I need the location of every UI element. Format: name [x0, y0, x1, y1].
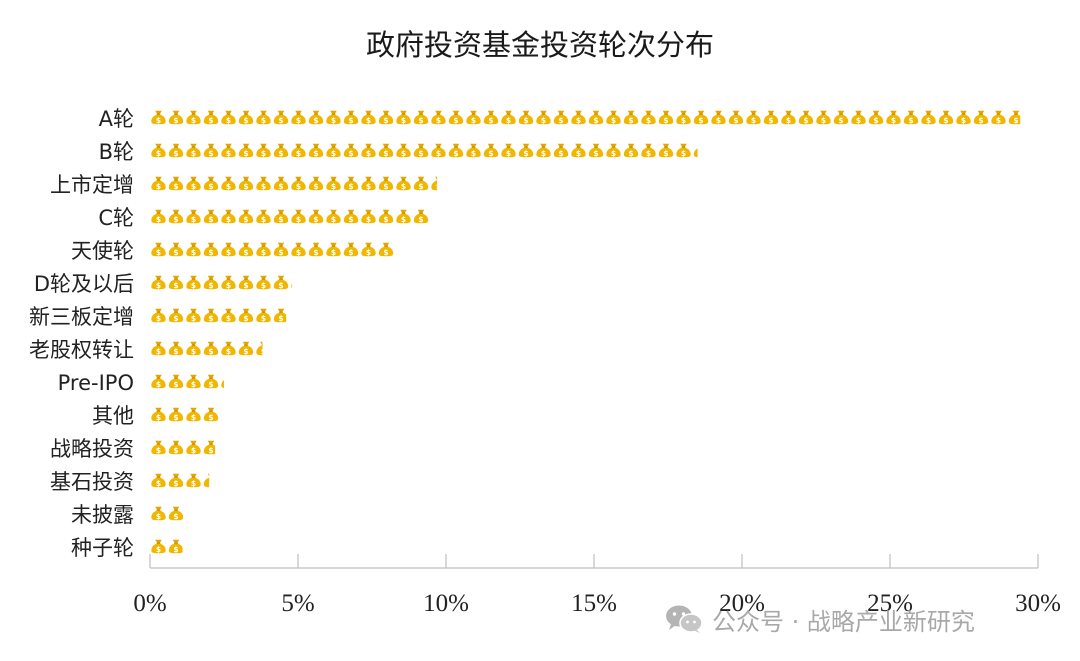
x-tick-label: 30%: [1015, 590, 1061, 617]
wechat-icon: [666, 605, 703, 633]
category-label: Pre-IPO: [58, 371, 134, 395]
bar: [151, 539, 183, 554]
category-label: 天使轮: [71, 239, 134, 263]
category-label: C轮: [98, 206, 134, 230]
bar: [151, 473, 210, 488]
bar: [151, 407, 219, 422]
category-label: 基石投资: [50, 470, 134, 494]
bar: [151, 374, 224, 389]
category-label: B轮: [99, 140, 134, 164]
bar: [151, 209, 429, 224]
watermark-text: 公众号 · 战略产业新研究: [712, 607, 975, 636]
x-tick-label: 25%: [867, 590, 913, 617]
bar: [151, 242, 394, 257]
x-tick-label: 15%: [571, 590, 617, 617]
bar: [151, 176, 438, 191]
category-label: 未披露: [71, 503, 134, 527]
bar: [151, 275, 293, 290]
bar: [151, 308, 287, 323]
chart-title: 政府投资基金投资轮次分布: [365, 28, 714, 62]
x-tick-label: 5%: [281, 590, 314, 617]
category-label: 种子轮: [71, 536, 134, 560]
category-label: D轮及以后: [34, 272, 134, 296]
bar: [151, 440, 216, 455]
category-label: 新三板定增: [29, 305, 134, 329]
bar: [151, 506, 184, 521]
category-label: 上市定增: [50, 173, 134, 197]
bar: [151, 143, 698, 158]
watermark: 公众号 · 战略产业新研究: [664, 601, 975, 637]
x-tick-label: 0%: [133, 590, 166, 617]
cut-off-text-strip: [0, 652, 1080, 661]
x-tick-label: 20%: [719, 590, 765, 617]
category-label: 老股权转让: [29, 338, 134, 362]
category-label: A轮: [99, 107, 134, 131]
category-label: 其他: [92, 404, 134, 428]
bar: [151, 341, 263, 356]
category-label: 战略投资: [50, 437, 134, 461]
bar: [151, 110, 1021, 125]
x-tick-label: 10%: [423, 590, 469, 617]
